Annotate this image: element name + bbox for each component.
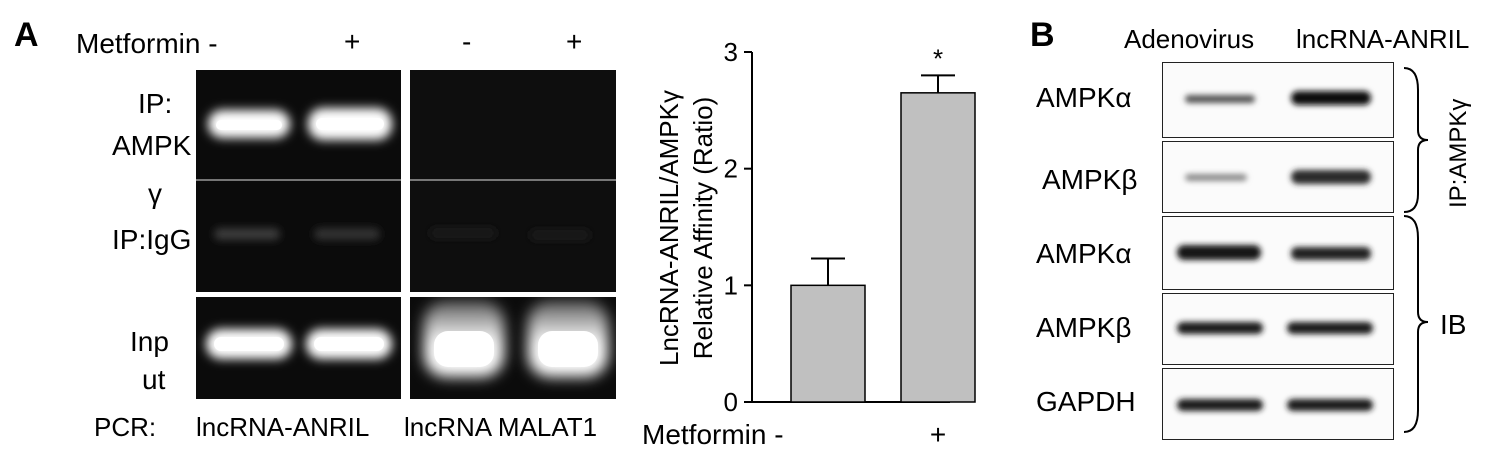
group-braces: IP:AMPKγ IB — [1403, 67, 1472, 433]
x-category-label-1: + — [930, 419, 946, 450]
panel-letter-b: B — [1030, 16, 1055, 54]
brace-ip — [1403, 67, 1429, 213]
blot-row-label-gapdh: GAPDH — [1036, 386, 1136, 417]
group-label-ip: IP:AMPKγ — [1445, 99, 1472, 208]
row-label-ip-ampk-1: IP: — [138, 88, 173, 119]
blot-ampka-ip-image — [1185, 91, 1371, 105]
pcr-target-malat1: lncRNA MALAT1 — [404, 412, 598, 442]
blot-ampka-ib — [1162, 216, 1394, 290]
gel-anril-input — [196, 297, 401, 399]
x-label-metformin: Metformin - — [642, 419, 784, 450]
row-label-input-2: ut — [142, 364, 166, 395]
blot-row-label-ampka-ib: AMPKα — [1036, 238, 1132, 269]
metformin-sign-1: + — [344, 26, 361, 57]
metformin-label: Metformin - — [76, 28, 218, 59]
metformin-sign-3: + — [566, 26, 583, 57]
blot-ampka-ip — [1162, 62, 1394, 138]
blot-row-label-ampka-ip: AMPKα — [1036, 82, 1132, 113]
gel-malat1-input — [410, 297, 616, 399]
y-tick-label-3: 3 — [724, 37, 738, 67]
pcr-label: PCR: — [94, 412, 157, 442]
column-header-anril: lncRNA-ANRIL — [1296, 24, 1470, 54]
bar-1 — [900, 92, 976, 403]
blot-row-label-ampkb-ip: AMPKβ — [1042, 164, 1138, 195]
gel-anril-input-image — [206, 329, 392, 359]
y-axis-label-line1: LncRNA-ANRIL/AMPKγ — [654, 90, 684, 366]
gel-malat1-ip — [410, 70, 616, 292]
significance-marker-1: * — [933, 43, 943, 73]
y-tick-label-2: 2 — [724, 154, 738, 184]
y-axis-label-line2: Relative Affinity (Ratio) — [688, 97, 718, 360]
affinity-bar-chart: 0 1 2 3 * Metformin - + LncRNA-ANRIL/AMPKγ Relat… — [642, 37, 976, 450]
pcr-target-anril: lncRNA-ANRIL — [196, 412, 370, 442]
blot-ampkb-ib — [1162, 293, 1394, 365]
row-label-ip-igg: IP:IgG — [112, 224, 192, 255]
panel-letter-a: A — [14, 16, 39, 54]
group-label-ib: IB — [1440, 309, 1466, 340]
row-label-input-1: Inp — [130, 326, 169, 357]
gel-malat1-ip-image — [410, 179, 616, 240]
gel-anril-ip — [196, 70, 401, 292]
row-label-ip-ampk-3: γ — [148, 178, 162, 209]
y-tick-label-1: 1 — [724, 270, 738, 300]
row-label-ip-ampk-2: AMPK — [112, 130, 192, 161]
blot-gapdh — [1162, 368, 1394, 440]
blot-row-label-ampkb-ib: AMPKβ — [1036, 312, 1132, 343]
blot-ampkb-ip — [1162, 141, 1394, 213]
y-tick-label-0: 0 — [724, 387, 738, 417]
gel-malat1-input-image — [424, 301, 608, 377]
blot-ampkb-ib-image — [1177, 322, 1373, 334]
bar-0 — [790, 284, 866, 403]
metformin-sign-2: - — [462, 26, 472, 57]
column-header-adenovirus: Adenovirus — [1124, 24, 1255, 54]
gel-anril-ip-image — [196, 108, 401, 240]
blot-gapdh-image — [1177, 399, 1373, 411]
blot-ampkb-ip-image — [1185, 170, 1371, 184]
blot-ampka-ib-image — [1177, 245, 1371, 260]
brace-ib — [1403, 215, 1429, 433]
